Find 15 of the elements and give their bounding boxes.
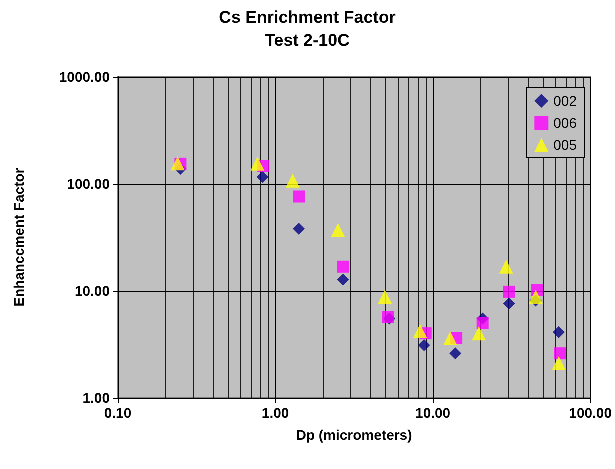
chart-subtitle: Test 2-10C <box>265 31 350 50</box>
x-axis-title: Dp (micrometers) <box>296 427 412 443</box>
legend-label: 005 <box>554 137 578 153</box>
x-tick-label: 10.00 <box>416 405 451 421</box>
y-tick-label: 100.00 <box>67 176 110 192</box>
chart-title: Cs Enrichment Factor <box>219 8 396 27</box>
y-axis-title: Enhanccment Factor <box>11 168 27 307</box>
y-tick-label: 10.00 <box>74 283 110 299</box>
legend-label: 006 <box>554 115 578 131</box>
x-tick-label: 1.00 <box>262 405 290 421</box>
y-tick-label: 1.00 <box>82 390 110 406</box>
legend-label: 002 <box>554 93 578 109</box>
x-tick-label: 0.10 <box>104 405 132 421</box>
y-tick-label: 1000.00 <box>59 69 110 85</box>
x-tick-label: 100.00 <box>569 405 612 421</box>
